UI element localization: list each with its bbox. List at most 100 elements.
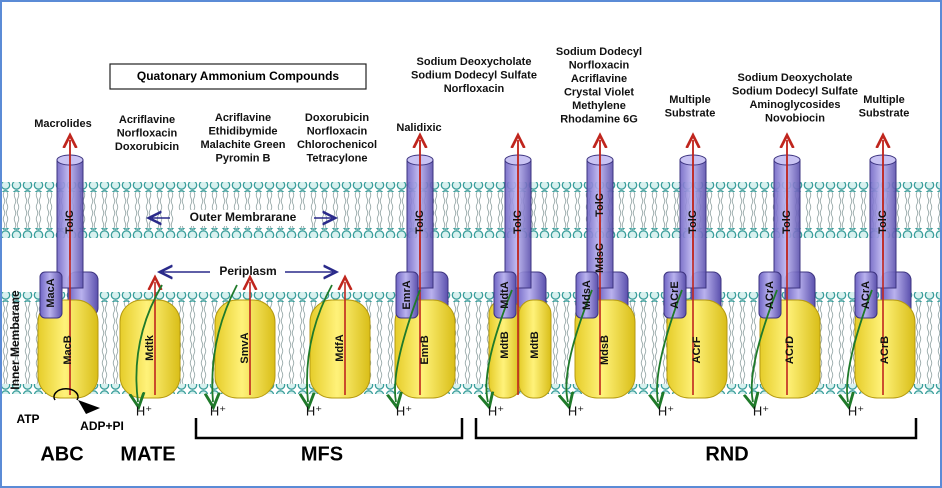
adaptor-protein — [575, 271, 599, 319]
protein-label: MdtB — [499, 331, 511, 359]
substrate-label: Acriflavine — [571, 73, 627, 85]
protein-label: ACrA — [764, 281, 776, 309]
inner-membrane-protein — [518, 299, 552, 399]
proton-arrow — [486, 289, 513, 402]
protein-label: SmvA — [239, 332, 251, 363]
substrate-label: Novobiocin — [765, 112, 825, 124]
protein-label: EmrA — [401, 280, 413, 309]
proton-label: H⁺ — [396, 403, 412, 418]
header-box — [109, 63, 367, 90]
adaptor-protein — [493, 271, 517, 319]
rnd-bracket — [474, 418, 918, 440]
adaptor-protein — [854, 271, 878, 319]
proton-arrow — [657, 289, 683, 402]
substrate-label: Macrolides — [34, 118, 91, 130]
proton-arrow — [752, 289, 778, 402]
inner-membrane-protein — [37, 299, 99, 399]
protein-label: TolC — [687, 210, 699, 234]
substrate-label: Multiple — [669, 94, 711, 106]
substrate-label: Norfloxacin — [307, 125, 368, 137]
substrate-label: Doxorubicin — [115, 141, 179, 153]
substrate-label: Norfloxacin — [569, 59, 630, 71]
substrate-label: Doxorubicin — [305, 112, 369, 124]
protein-label: TolC — [512, 210, 524, 234]
protein-label: EmrB — [419, 335, 431, 364]
protein-label: ACrA — [860, 281, 872, 309]
labels: TolC MacA MacB Mdtk SmvA MdfA TolC EmrA EmrB TolC… — [34, 46, 909, 465]
proton-arrow — [847, 289, 873, 402]
proton-label: H⁺ — [136, 403, 152, 418]
substrate-label: Pyromin B — [215, 152, 270, 164]
substrate-label: Sodium Dodecyl Sulfate — [732, 85, 858, 97]
proton-label: H⁺ — [568, 403, 584, 418]
protein-label: MacA — [45, 278, 57, 307]
substrate-label: Ethidibymide — [208, 125, 277, 137]
substrate-label: Sodium Deoxycholate — [738, 72, 853, 84]
atp-arc — [53, 388, 79, 401]
family-label: ABC — [40, 443, 83, 465]
mfs-bracket — [194, 418, 464, 440]
inner-membrane-protein — [119, 299, 181, 399]
protein-label: MdtA — [499, 281, 511, 309]
header-title: Quatonary Ammonium Compounds — [137, 69, 340, 83]
periplasm-label: Periplasm — [219, 264, 276, 278]
substrate-label: Crystal Violet — [564, 86, 634, 98]
substrate-label: Norfloxacin — [117, 127, 178, 139]
substrate-label: Substrate — [859, 107, 910, 119]
protein-label: MdfA — [334, 334, 346, 362]
atp-arrow — [78, 400, 100, 414]
label-bg — [178, 210, 308, 226]
proton-arrow — [136, 284, 163, 402]
inner-membrane-protein — [759, 299, 821, 399]
substrate-label: Multiple — [863, 94, 905, 106]
adaptor-protein — [663, 271, 687, 319]
adaptor-protein — [39, 271, 63, 319]
substrate-label: Methylene — [572, 100, 626, 112]
protein-label: MacB — [62, 335, 74, 364]
proton-label: H⁺ — [753, 403, 769, 418]
proton-arrow — [212, 284, 238, 402]
protein-label: ACrF — [691, 336, 703, 363]
protein-label: TolC — [414, 210, 426, 234]
substrate-label: Nalidixic — [396, 122, 441, 134]
substrate-label: Chlorochenicol — [297, 139, 377, 151]
protein-label: TolC — [781, 210, 793, 234]
arrows — [70, 140, 883, 402]
inner-membrane-protein — [394, 299, 456, 399]
atp-label: ATP — [16, 412, 39, 426]
protein-label: MdsA — [581, 280, 593, 310]
inner-membrane-label: Inner Membarane — [8, 290, 22, 390]
substrate-label: Acriflavine — [215, 112, 271, 124]
family-label: MATE — [120, 443, 175, 465]
outer-membrane-label: Outer Membrarane — [190, 210, 297, 224]
substrate-label: Sodium Deoxycholate — [417, 56, 532, 68]
proton-arrow — [395, 289, 421, 402]
family-label: RND — [705, 443, 748, 465]
proton-label: H⁺ — [848, 403, 864, 418]
protein-label: MdsC — [594, 243, 606, 273]
inner-membrane-protein — [574, 299, 636, 399]
substrate-label: Rhodamine 6G — [560, 113, 638, 125]
substrate-label: Sodium Dodecyl Sulfate — [411, 69, 537, 81]
protein-label: TolC — [594, 193, 606, 217]
substrate-label: Tetracylone — [307, 152, 368, 164]
proton-label: H⁺ — [210, 403, 226, 418]
substrate-label: Aminoglycosides — [749, 99, 840, 111]
protein-label: MdtB — [529, 331, 541, 359]
protein-label: ACrB — [879, 336, 891, 364]
proton-label: H⁺ — [658, 403, 674, 418]
substrate-label: Acriflavine — [119, 114, 175, 126]
proton-arrow — [307, 284, 333, 402]
adaptor-protein — [758, 271, 782, 319]
substrate-label: Malachite Green — [201, 139, 286, 151]
family-label: MFS — [301, 443, 343, 465]
inner-membrane-protein — [854, 299, 916, 399]
protein-label: Mdtk — [144, 334, 156, 361]
substrate-label: Norfloxacin — [444, 83, 505, 95]
substrate-label: Sodium Dodecyl — [556, 46, 642, 58]
protein-label: ACrD — [784, 336, 796, 364]
adp-label: ADP+PI — [80, 419, 124, 433]
protein-label: ACrE — [669, 281, 681, 309]
